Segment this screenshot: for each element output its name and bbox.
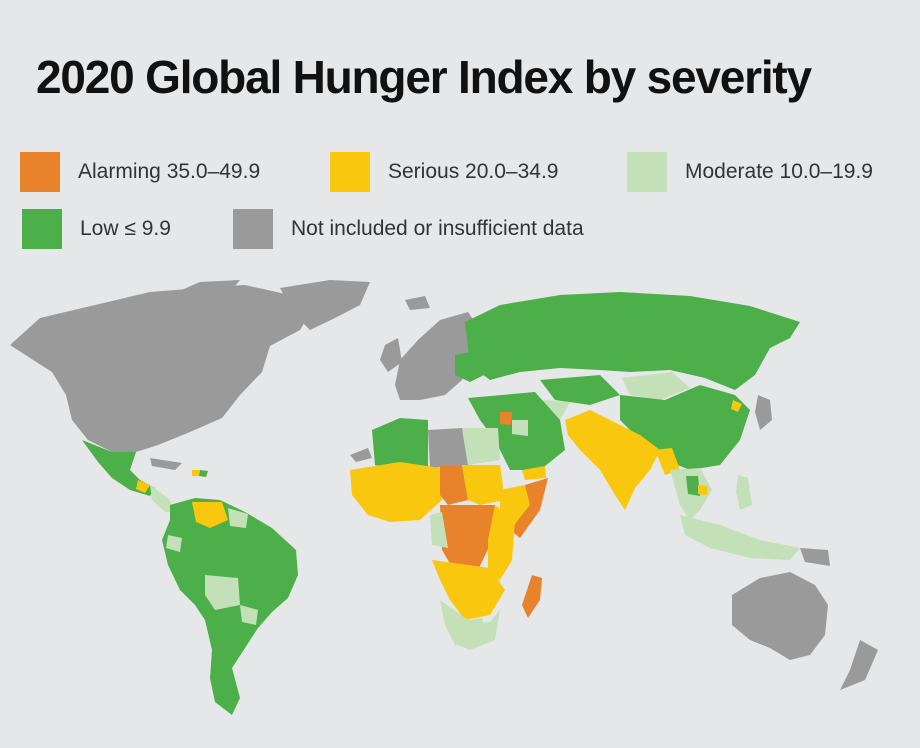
country-mexico — [82, 440, 155, 496]
country-paraguay — [240, 605, 258, 625]
country-papua-new-guinea — [800, 548, 830, 566]
country-haiti — [192, 470, 200, 476]
country-kazakhstan — [540, 375, 620, 405]
country-uk — [380, 338, 402, 372]
legend-item-no-data: Not included or insufficient data — [233, 209, 584, 249]
legend-label-low: Low ≤ 9.9 — [80, 217, 171, 240]
legend-swatch-alarming — [20, 152, 60, 192]
country-chad — [440, 465, 468, 505]
country-gabon-cameroon — [430, 512, 448, 548]
country-syria — [500, 412, 512, 425]
region-north-america — [10, 280, 430, 470]
legend-swatch-moderate — [627, 152, 667, 192]
legend-item-low: Low ≤ 9.9 — [22, 209, 171, 249]
country-thailand — [686, 476, 700, 496]
legend-label-alarming: Alarming 35.0–49.9 — [78, 160, 261, 183]
page-title: 2020 Global Hunger Index by severity — [36, 51, 812, 103]
country-greenland — [280, 280, 370, 330]
legend-swatch-low — [22, 209, 62, 249]
legend-swatch-no-data — [233, 209, 273, 249]
country-russia — [465, 292, 800, 390]
country-iceland — [405, 296, 430, 310]
country-guatemala — [136, 480, 150, 493]
legend-label-serious: Serious 20.0–34.9 — [388, 160, 559, 183]
country-india-pakistan — [565, 410, 660, 510]
country-venezuela — [192, 502, 228, 528]
country-philippines — [736, 475, 752, 510]
country-libya — [428, 428, 468, 468]
world-map — [10, 280, 878, 715]
country-east-africa — [488, 505, 515, 580]
country-ecuador — [166, 535, 182, 552]
region-south-america — [162, 498, 298, 715]
legend-item-moderate: Moderate 10.0–19.9 — [627, 152, 873, 192]
country-bolivia — [205, 575, 240, 610]
legend-item-alarming: Alarming 35.0–49.9 — [20, 152, 260, 192]
country-canada-usa — [10, 285, 318, 452]
country-sudan — [462, 465, 505, 505]
country-madagascar — [522, 575, 542, 618]
country-central-america — [150, 485, 176, 512]
country-angola-zambia — [432, 560, 505, 620]
country-somalia — [510, 478, 548, 538]
country-south-africa — [455, 610, 500, 650]
legend-label-no-data: Not included or insufficient data — [291, 217, 584, 240]
country-central-africa — [440, 505, 495, 572]
country-bangladesh-myanmar — [655, 448, 680, 475]
country-egypt — [462, 428, 500, 465]
country-mongolia — [622, 372, 690, 400]
country-north-africa — [372, 418, 428, 472]
country-ukraine-belarus — [455, 350, 490, 382]
region-eurasia — [455, 292, 800, 480]
country-egypt-region — [350, 448, 372, 462]
region-africa — [350, 418, 548, 650]
country-japan — [755, 395, 772, 430]
region-oceania — [732, 572, 878, 690]
region-south-asia — [565, 410, 830, 566]
country-cuba — [150, 458, 182, 470]
country-dominican-rep — [199, 470, 208, 477]
legend-item-serious: Serious 20.0–34.9 — [330, 152, 558, 192]
country-guyana-suriname — [228, 508, 248, 528]
country-west-africa — [350, 462, 442, 522]
country-australia — [732, 572, 828, 660]
country-north-korea — [731, 400, 742, 412]
legend-label-moderate: Moderate 10.0–19.9 — [685, 160, 873, 183]
country-iraq — [512, 420, 528, 436]
country-indonesia — [680, 515, 800, 560]
country-europe — [395, 312, 480, 400]
country-yemen — [522, 466, 546, 480]
region-europe — [350, 312, 480, 468]
region-central-america — [82, 440, 208, 512]
legend-swatch-serious — [330, 152, 370, 192]
country-cambodia — [698, 485, 708, 495]
country-new-zealand — [840, 640, 878, 690]
country-arctic-islands — [170, 280, 240, 296]
